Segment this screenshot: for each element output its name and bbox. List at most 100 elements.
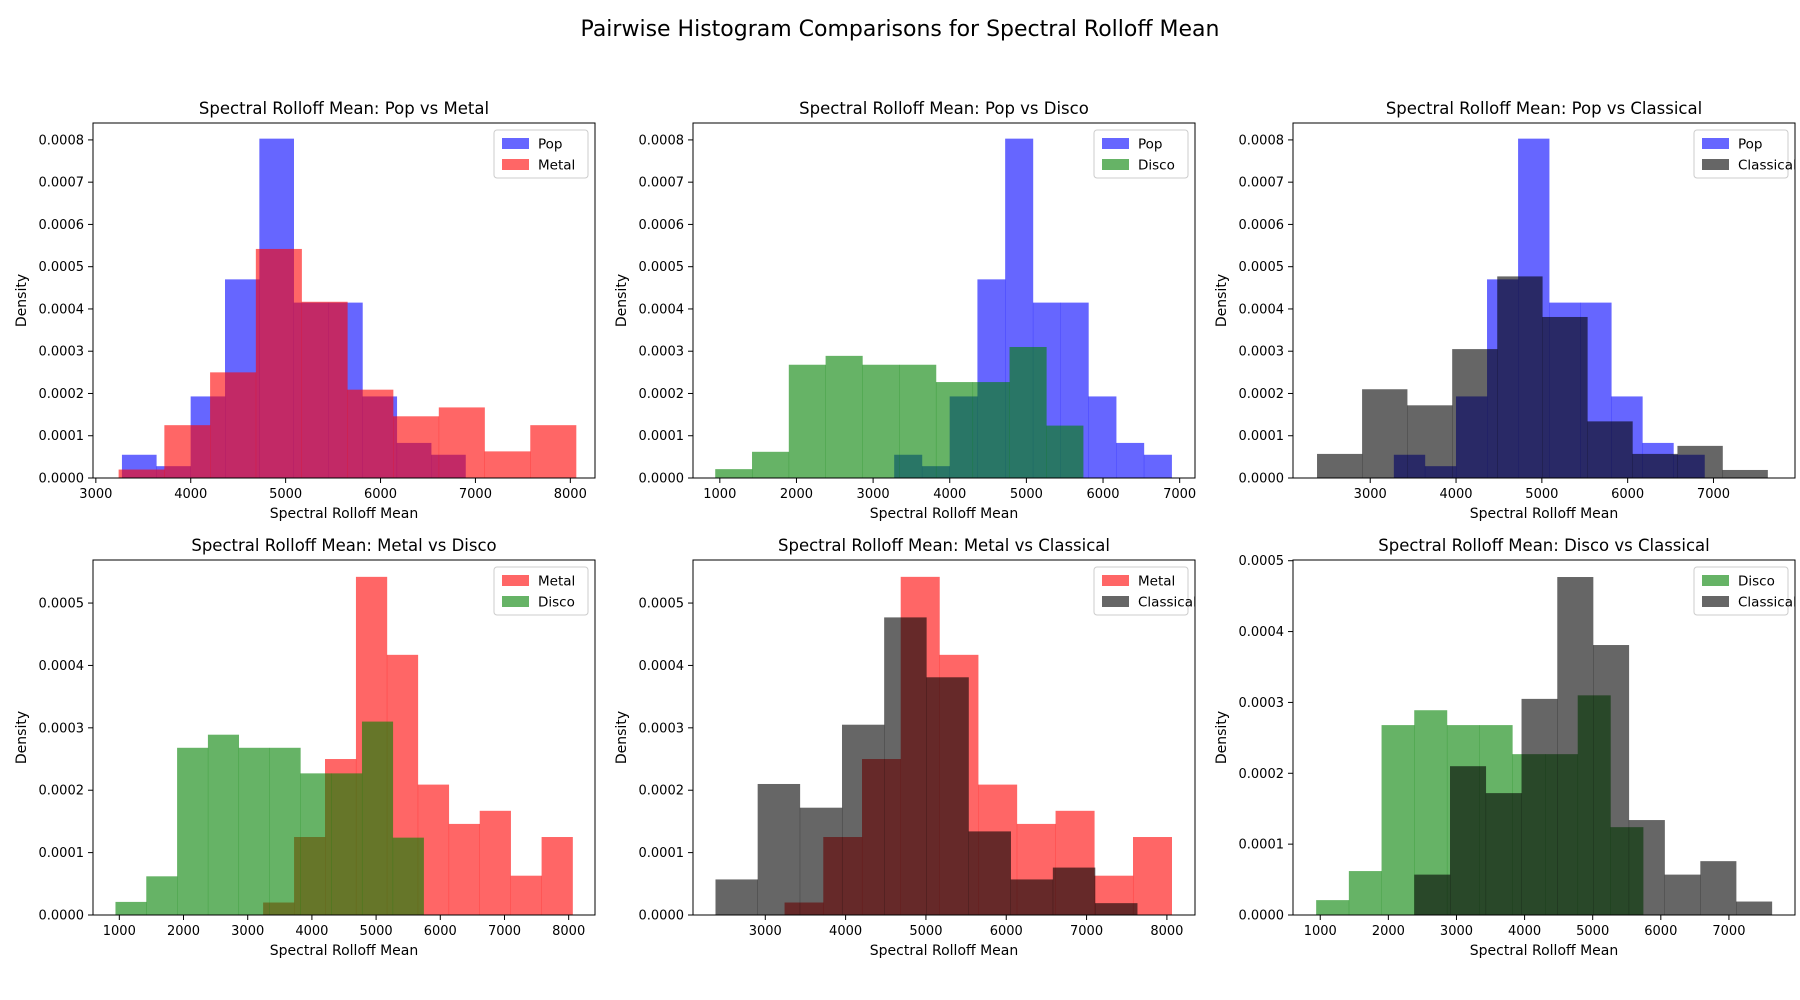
legend-label: Pop	[538, 137, 563, 153]
hist-bar	[301, 301, 348, 478]
axes-frame	[92, 122, 596, 479]
y-tick-label: 0.0002	[1239, 767, 1285, 782]
y-tick-label: 0.0003	[639, 345, 685, 360]
hist-bar	[1485, 793, 1522, 915]
figure-suptitle: Pairwise Histogram Comparisons for Spect…	[581, 17, 1220, 42]
hist-bar	[1362, 389, 1408, 478]
hist-bar	[448, 823, 481, 915]
x-tick-label: 6000	[1611, 487, 1644, 502]
hist-bar	[1628, 820, 1665, 915]
series-classical-bars	[715, 617, 1138, 915]
legend-swatch	[1102, 138, 1129, 149]
x-tick-label: 2000	[1372, 924, 1405, 939]
hist-bar	[484, 451, 531, 479]
y-tick-label: 0.0001	[639, 429, 685, 444]
hist-bar	[1348, 871, 1382, 915]
hist-bar	[1381, 725, 1415, 915]
hist-bar	[757, 783, 801, 915]
subplot-3: 3000 4000 5000 6000 7000 0.0000 0.0001 0.0002 0.…	[1214, 99, 1797, 522]
x-tick-label: 4000	[174, 487, 207, 502]
subplot-2: 1000 2000 3000 4000 5000 6000 7000 0.0000 0.0001…	[614, 99, 1196, 522]
x-tick-label: 2000	[780, 487, 813, 502]
legend-label: Pop	[1138, 137, 1163, 153]
x-tick-label: 7000	[488, 924, 521, 939]
hist-bar	[510, 875, 542, 915]
legend-swatch	[1702, 596, 1729, 607]
legend: Pop Classical	[1693, 129, 1797, 179]
legend: Disco Classical	[1693, 566, 1797, 616]
hist-bar	[300, 773, 332, 915]
hist-bar	[1009, 346, 1047, 478]
x-tick-label: 5000	[1010, 487, 1043, 502]
hist-bar	[392, 837, 424, 915]
hist-bar	[269, 747, 301, 915]
x-tick-label: 8000	[1150, 924, 1183, 939]
x-axis-label: Spectral Rolloff Mean	[270, 506, 419, 522]
hist-bar	[1542, 316, 1588, 478]
legend-swatch	[502, 159, 529, 170]
y-tick-label: 0.0004	[39, 302, 85, 317]
hist-bar	[255, 248, 302, 478]
hist-bar	[1736, 901, 1773, 915]
legend-swatch	[1702, 159, 1729, 170]
y-tick-label: 0.0003	[39, 721, 85, 736]
hist-bar	[825, 355, 863, 478]
y-tick-label: 0.0002	[39, 784, 85, 799]
y-axis-label: Density	[614, 274, 630, 327]
y-tick-label: 0.0002	[639, 784, 685, 799]
axes-frame	[692, 122, 1196, 479]
subplot-title: Spectral Rolloff Mean: Pop vs Metal	[199, 99, 489, 118]
y-tick-label: 0.0004	[39, 659, 85, 674]
legend-swatch	[502, 596, 529, 607]
x-tick-label: 5000	[1525, 487, 1558, 502]
y-tick-label: 0.0003	[1239, 696, 1285, 711]
legend-label: Disco	[538, 595, 575, 611]
x-axis-label: Spectral Rolloff Mean	[270, 943, 419, 959]
series-disco-bars	[115, 721, 424, 915]
legend-swatch	[502, 138, 529, 149]
legend: Metal Classical	[1093, 566, 1197, 616]
legend-label: Classical	[1738, 158, 1797, 174]
y-tick-label: 0.0004	[1239, 625, 1285, 640]
hist-bar	[1316, 900, 1350, 915]
x-tick-label: 3000	[1354, 487, 1387, 502]
y-tick-label: 0.0000	[1239, 472, 1285, 487]
legend-label: Classical	[1138, 595, 1197, 611]
series-disco-bars	[715, 346, 1084, 479]
x-tick-label: 6000	[1644, 924, 1677, 939]
hist-bar	[207, 734, 240, 915]
hist-bar	[1010, 879, 1054, 915]
y-tick-label: 0.0005	[39, 597, 85, 612]
hist-bar	[715, 879, 758, 915]
hist-bar	[347, 389, 394, 478]
x-tick-label: 3000	[1440, 924, 1473, 939]
hist-bar	[1116, 442, 1145, 478]
x-tick-label: 1000	[1304, 924, 1337, 939]
x-tick-label: 7000	[459, 487, 492, 502]
hist-bar	[146, 876, 178, 915]
y-tick-label: 0.0000	[1239, 909, 1285, 924]
hist-bar	[1052, 867, 1096, 915]
hist-bar	[1452, 349, 1498, 478]
x-tick-label: 4000	[933, 487, 966, 502]
x-axis-label: Spectral Rolloff Mean	[1470, 506, 1619, 522]
hist-bar	[1095, 903, 1138, 915]
x-tick-label: 4000	[1439, 487, 1472, 502]
y-tick-label: 0.0005	[39, 260, 85, 275]
hist-bar	[841, 724, 885, 915]
subplot-title: Spectral Rolloff Mean: Pop vs Disco	[799, 99, 1089, 118]
y-tick-label: 0.0008	[639, 133, 685, 148]
hist-bar	[479, 810, 511, 915]
hist-bar	[884, 617, 927, 915]
subplot-6: 1000 2000 3000 4000 5000 6000 7000 0.0000 0.0001…	[1214, 536, 1797, 959]
y-tick-label: 0.0005	[639, 260, 685, 275]
hist-bar	[862, 364, 900, 478]
y-tick-label: 0.0008	[39, 133, 85, 148]
hist-bar	[530, 425, 577, 478]
hist-bar	[935, 382, 974, 478]
y-axis-label: Density	[1214, 711, 1230, 764]
y-axis-label: Density	[614, 711, 630, 764]
hist-bar	[1587, 421, 1633, 478]
hist-bar	[715, 469, 753, 479]
x-axis-label: Spectral Rolloff Mean	[870, 943, 1019, 959]
